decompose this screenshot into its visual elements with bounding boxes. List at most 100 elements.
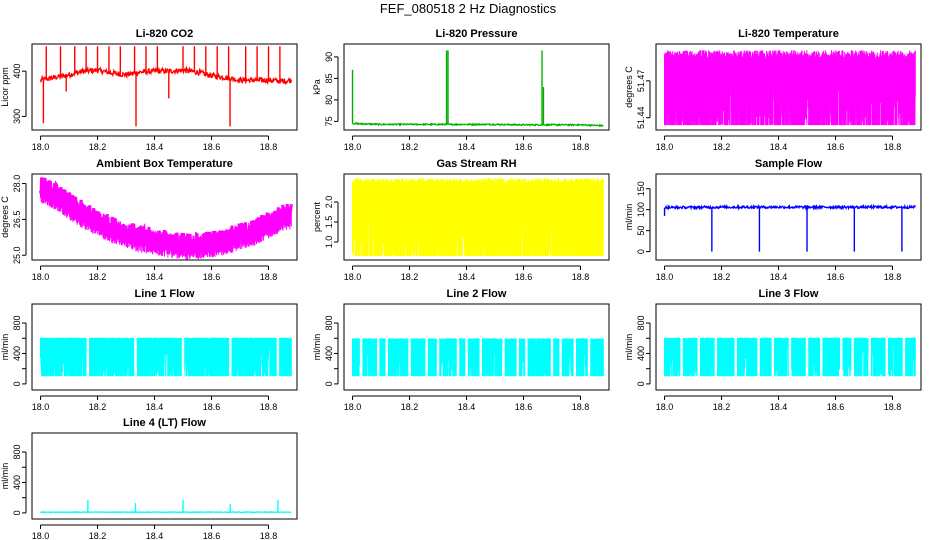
panel-title: Li-820 Pressure [436, 28, 518, 40]
data-line [40, 510, 292, 514]
panel-title: Line 2 Flow [447, 288, 507, 300]
x-tick-label: 18.6 [515, 142, 533, 152]
y-tick-label: 0 [636, 249, 646, 254]
y-tick-label: 75 [324, 116, 334, 126]
x-tick-label: 18.6 [827, 402, 845, 412]
data-line [352, 177, 604, 257]
y-axis-label: ml/min [624, 204, 634, 231]
data-line [352, 338, 604, 377]
plot-frame [655, 303, 922, 391]
y-tick-label: 800 [12, 316, 22, 331]
x-tick-label: 18.0 [656, 402, 674, 412]
y-tick-label: 100 [636, 202, 646, 217]
figure-title: FEF_080518 2 Hz Diagnostics [379, 1, 557, 16]
chart-panel-licor-temp: Li-820 Temperature 18.0 18.2 18.4 18.6 18.8 51… [624, 28, 922, 152]
data-line [664, 203, 916, 211]
y-tick-label: 400 [636, 346, 646, 361]
x-tick-label: 18.4 [458, 272, 476, 282]
panel-title: Line 4 (LT) Flow [123, 417, 206, 429]
x-tick-label: 18.2 [89, 142, 107, 152]
x-tick-label: 18.2 [89, 531, 107, 540]
y-axis-label: ml/min [0, 463, 10, 490]
data-gap [181, 337, 185, 377]
y-tick-label: 85 [324, 73, 334, 83]
chart-panel-ambient-temp: Ambient Box Temperature 18.0 18.2 18.4 18.6 1… [0, 158, 298, 282]
chart-panel-gas-rh: Gas Stream RH 18.0 18.2 18.4 18.6 18.8 1.0 1.5 2… [312, 158, 610, 282]
data-gap [516, 338, 520, 377]
data-gap [757, 337, 760, 377]
data-series [663, 203, 916, 252]
y-tick-label: 800 [636, 316, 646, 331]
data-gap [805, 337, 809, 377]
y-tick-label: 25.0 [12, 246, 22, 264]
data-gap [376, 338, 380, 377]
x-tick-label: 18.4 [146, 402, 164, 412]
data-gap [385, 338, 388, 377]
y-tick-label: 400 [12, 346, 22, 361]
data-gap [134, 337, 137, 377]
data-gap [851, 337, 854, 377]
data-gap [840, 337, 843, 377]
plot-frame [31, 173, 298, 261]
y-tick-label: 400 [12, 475, 22, 490]
y-axis-label: ml/min [624, 334, 634, 361]
y-axis-label: degrees C [0, 196, 10, 238]
data-gap [868, 337, 871, 377]
x-tick-label: 18.2 [401, 142, 419, 152]
x-tick-label: 18.4 [146, 142, 164, 152]
x-tick-label: 18.4 [770, 402, 788, 412]
x-tick-label: 18.8 [260, 142, 278, 152]
x-tick-label: 18.6 [203, 142, 221, 152]
y-axis-label: degrees C [624, 66, 634, 108]
data-gap [771, 337, 775, 377]
plot-frame [655, 173, 922, 261]
data-gap [680, 337, 683, 377]
y-tick-label: 800 [12, 445, 22, 460]
x-tick-label: 18.2 [713, 272, 731, 282]
x-tick-label: 18.8 [572, 402, 590, 412]
x-tick-label: 18.0 [32, 402, 50, 412]
panel-title: Line 1 Flow [135, 288, 195, 300]
panel-title: Ambient Box Temperature [96, 158, 233, 170]
x-tick-label: 18.6 [515, 402, 533, 412]
y-tick-label: 0 [12, 381, 22, 386]
chart-panel-line1-flow: Line 1 Flow 18.0 18.2 18.4 18.6 18.8 0 400 800ml… [0, 288, 298, 412]
x-tick-label: 18.2 [401, 272, 419, 282]
x-tick-label: 18.2 [89, 272, 107, 282]
y-tick-label: 28.0 [12, 175, 22, 193]
y-tick-label: 26.5 [12, 211, 22, 229]
x-tick-label: 18.4 [458, 402, 476, 412]
x-tick-label: 18.8 [260, 402, 278, 412]
chart-panel-pressure: Li-820 Pressure 18.0 18.2 18.4 18.6 18.8 75 80 8… [312, 28, 610, 152]
x-tick-label: 18.4 [146, 531, 164, 540]
y-tick-label: 51.47 [636, 70, 646, 93]
x-tick-label: 18.4 [146, 272, 164, 282]
y-tick-label: 51.44 [636, 106, 646, 129]
chart-panel-co2: Li-820 CO2 18.0 18.2 18.4 18.6 18.8 300 400Lico… [0, 28, 298, 152]
y-axis-label: ml/min [0, 334, 10, 361]
y-axis-label: ml/min [312, 334, 322, 361]
plot-frame [343, 43, 610, 131]
data-series [352, 177, 604, 257]
x-tick-label: 18.8 [260, 272, 278, 282]
x-tick-label: 18.8 [884, 402, 902, 412]
y-tick-label: 0 [12, 510, 22, 515]
data-line [40, 337, 292, 377]
chart-panel-line2-flow: Line 2 Flow 18.0 18.2 18.4 18.6 18.8 0 400 800ml… [312, 288, 610, 412]
x-tick-label: 18.8 [572, 272, 590, 282]
panel-title: Li-820 CO2 [136, 28, 193, 40]
y-tick-label: 50 [636, 226, 646, 236]
x-tick-label: 18.8 [572, 142, 590, 152]
x-tick-label: 18.0 [344, 272, 362, 282]
data-gap [456, 338, 460, 377]
data-gap [276, 337, 280, 377]
y-tick-label: 800 [324, 316, 334, 331]
x-tick-label: 18.4 [458, 142, 476, 152]
data-series [39, 46, 292, 127]
x-tick-label: 18.8 [260, 531, 278, 540]
y-tick-label: 80 [324, 95, 334, 105]
y-axis-label: Licor ppm [0, 67, 10, 107]
x-tick-label: 18.0 [656, 142, 674, 152]
plot-frame [31, 303, 298, 391]
data-gap [573, 338, 577, 377]
